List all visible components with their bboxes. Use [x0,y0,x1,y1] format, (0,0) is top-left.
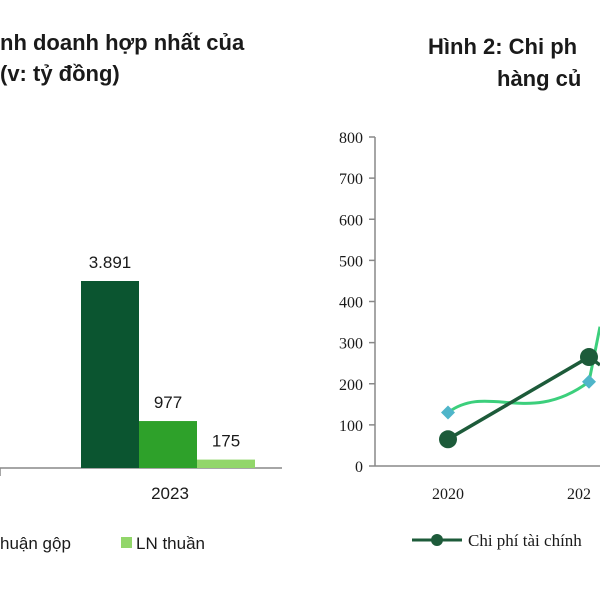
y-tick-label: 100 [339,418,363,435]
right-chart-title-line2: hàng củ [497,66,581,91]
series-1-point [580,348,598,367]
left-legend-label-1: huận gộp [0,534,71,553]
series-line-1 [447,354,600,441]
y-tick-label: 800 [339,130,363,147]
y-tick-label: 300 [339,336,363,353]
x-tick-label: 202 [567,486,591,503]
data-label-series-2: 977 [154,393,182,412]
right-chart-title-line1: Hình 2: Chi ph [428,34,577,59]
left-chart-bars [81,281,255,468]
right-chart-axes: 0 100 200 300 400 500 600 700 800 2020 202 [339,130,600,503]
right-chart-series [439,326,600,449]
bar-series-2 [139,421,197,468]
left-chart-title-line2: (v: tỷ đồng) [0,61,120,86]
data-label-series-3: 175 [212,432,240,451]
y-tick-label: 500 [339,253,363,270]
left-chart-category-label: 2023 [151,484,189,503]
series-2-point [582,374,596,389]
right-legend-marker [431,534,443,546]
y-tick-label: 0 [355,459,363,476]
series-line-2 [447,326,600,414]
bar-series-1 [81,281,139,468]
x-tick-label: 2020 [432,486,464,503]
y-tick-label: 400 [339,295,363,312]
y-tick-label: 200 [339,377,363,394]
bar-series-3 [197,459,255,468]
series-1-point [439,430,457,449]
data-label-series-1: 3.891 [89,253,132,272]
left-legend-swatch-2 [121,537,132,548]
y-tick-label: 600 [339,212,363,229]
right-legend-label: Chi phí tài chính [468,531,582,550]
y-tick-label: 700 [339,171,363,188]
series-2-point [441,405,455,420]
left-legend-label-2: LN thuần [136,534,205,553]
left-chart-data-labels: 3.891 977 175 [89,253,240,451]
left-chart-title-line1: nh doanh hợp nhất của [0,30,245,55]
